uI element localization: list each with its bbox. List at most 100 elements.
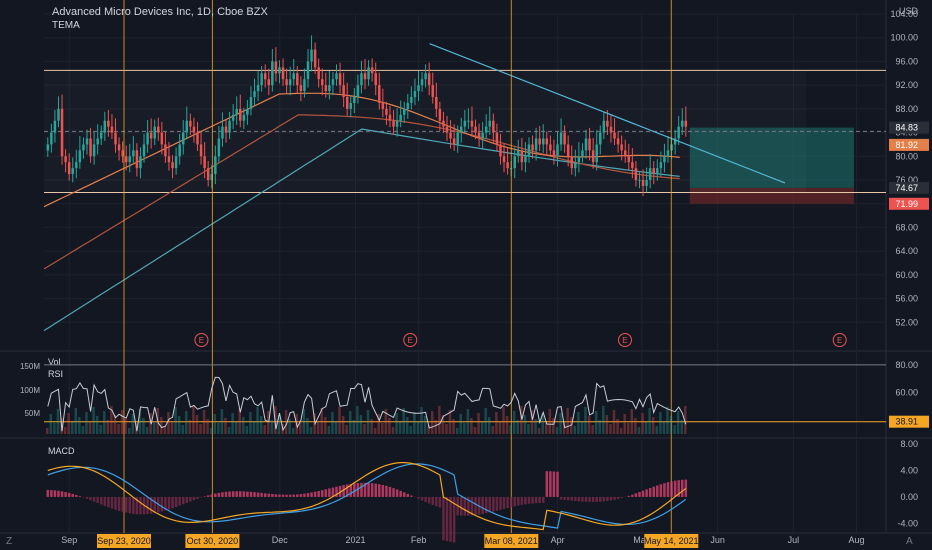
volume-bar <box>534 419 537 434</box>
macd-histogram-bar <box>224 491 228 497</box>
macd-histogram-bar <box>342 485 345 497</box>
macd-histogram-bar <box>652 486 655 497</box>
volume-bar <box>512 411 516 434</box>
candle-body <box>427 73 431 86</box>
volume-bar <box>256 407 259 434</box>
macd-histogram-bar <box>249 491 253 497</box>
auto-scale-icon[interactable]: A <box>906 536 913 547</box>
x-tick-label: Apr <box>551 535 565 545</box>
volume-bar <box>249 412 252 434</box>
volume-bar <box>202 410 206 434</box>
time-label-bg <box>644 534 699 548</box>
volume-bar <box>227 427 231 434</box>
candle-body <box>206 168 210 180</box>
volume-bar <box>423 416 427 434</box>
macd-histogram-bar <box>320 490 324 497</box>
candle-body <box>435 97 438 109</box>
candle-body <box>85 138 89 145</box>
volume-bar <box>477 413 480 434</box>
macd-histogram-bar <box>67 492 71 497</box>
macd-histogram-bar <box>549 471 552 497</box>
volume-bar <box>291 428 295 434</box>
volume-title: Vol <box>48 357 61 367</box>
macd-histogram-bar <box>584 496 588 502</box>
candle-body <box>271 61 274 86</box>
candle-body <box>60 108 64 157</box>
x-tick-label: Jul <box>788 535 800 545</box>
candle-body <box>303 79 306 92</box>
volume-bar <box>487 417 491 434</box>
price-label: 74.67 <box>895 183 918 193</box>
macd-histogram-bar <box>124 496 128 513</box>
candle-body <box>385 108 388 115</box>
candle-body <box>524 156 527 163</box>
macd-histogram-bar <box>296 494 299 497</box>
macd-histogram-bar <box>559 496 563 500</box>
volume-bar <box>530 410 534 434</box>
volume-bar <box>185 411 188 434</box>
macd-histogram-bar <box>410 495 413 497</box>
macd-histogram-bar <box>541 496 545 503</box>
macd-histogram-bar <box>602 496 606 502</box>
volume-bar <box>602 406 605 434</box>
candle-body <box>541 138 545 145</box>
volume-bar <box>56 409 60 434</box>
candle-body <box>602 120 606 133</box>
volume-bar <box>684 406 687 434</box>
time-label-bg <box>185 534 240 548</box>
volume-bar <box>331 412 334 434</box>
macd-histogram-bar <box>278 494 281 497</box>
candle-body <box>199 144 203 157</box>
volume-bar <box>309 427 313 434</box>
price-label: 84.83 <box>895 123 918 133</box>
macd-histogram-bar <box>367 482 370 497</box>
macd-histogram-bar <box>50 490 53 497</box>
volume-bar <box>74 408 78 434</box>
macd-histogram-bar <box>75 494 78 497</box>
volume-bar <box>117 424 120 434</box>
y-tick-label: 80.00 <box>895 151 918 161</box>
volume-bar <box>88 421 92 434</box>
candle-body <box>481 132 484 139</box>
macd-histogram-bar <box>349 483 353 497</box>
macd-histogram-bar <box>370 483 374 497</box>
zoom-icon[interactable]: Z <box>6 536 13 547</box>
volume-bar <box>598 420 601 434</box>
candle-body <box>281 67 285 80</box>
volume-bar <box>406 417 409 434</box>
macd-histogram-bar <box>684 479 688 497</box>
candle-body <box>474 126 477 133</box>
candle-body <box>452 138 456 145</box>
volume-bar <box>377 414 380 434</box>
macd-histogram-bar <box>495 496 499 511</box>
macd-histogram-bar <box>634 493 638 497</box>
tema-fast-line <box>43 92 680 208</box>
macd-histogram-bar <box>431 496 434 505</box>
volume-bar <box>541 414 544 434</box>
price-label: 81.92 <box>895 140 918 150</box>
volume-bar <box>370 419 373 434</box>
candle-body <box>438 108 442 121</box>
candle-body <box>263 73 267 80</box>
volume-bar <box>587 416 591 434</box>
candle-body <box>164 144 167 157</box>
macd-histogram-bar <box>110 496 114 509</box>
candle-body <box>146 132 149 145</box>
volume-bar <box>220 409 224 434</box>
macd-histogram-bar <box>345 484 349 497</box>
volume-bar <box>170 421 174 434</box>
candle-body <box>363 73 367 80</box>
volume-bar <box>441 415 445 434</box>
candle-body <box>196 132 199 145</box>
macd-histogram-bar <box>306 493 310 497</box>
indicator-name: TEMA <box>52 20 80 31</box>
volume-bar <box>145 427 149 434</box>
volume-bar <box>591 425 594 434</box>
rsi-label-bg <box>889 415 929 428</box>
candle-body <box>463 120 467 127</box>
volume-bar <box>288 419 291 434</box>
volume-tick-label: 50M <box>24 409 40 418</box>
candle-body <box>78 150 82 163</box>
volume-bar <box>63 427 67 434</box>
